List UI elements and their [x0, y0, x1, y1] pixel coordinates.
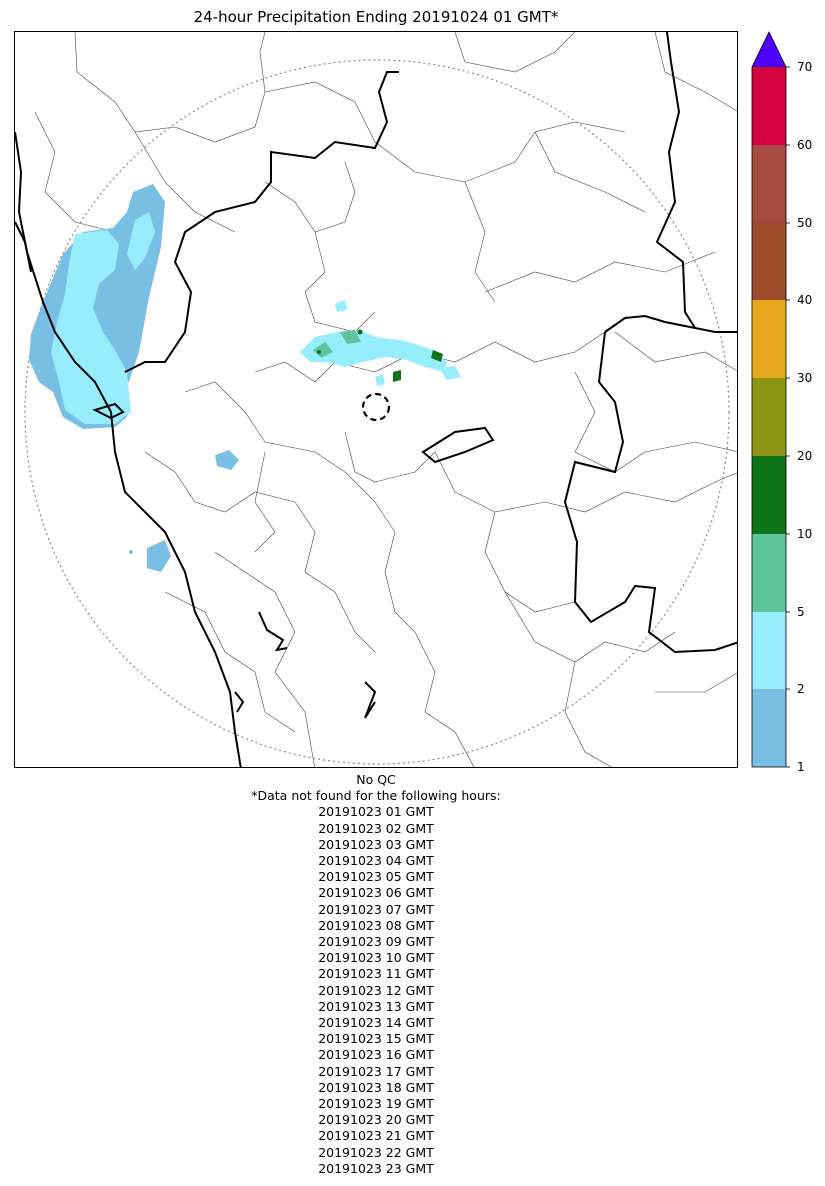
- missing-hour-item: 20191023 19 GMT: [318, 1096, 434, 1112]
- district-boundaries: [34, 32, 737, 767]
- colorbar-bin-40-50: [752, 223, 786, 300]
- colorbar-tick-70: 70: [797, 60, 813, 74]
- colorbar-bin-20-30: [752, 378, 786, 456]
- colorbar-tick-50: 50: [797, 216, 813, 230]
- colorbar-bin-30-40: [752, 300, 786, 378]
- colorbar-tick-1: 1: [797, 760, 805, 774]
- missing-hour-item: 20191023 22 GMT: [318, 1144, 434, 1160]
- colorbar-tick-5: 5: [797, 605, 805, 619]
- missing-hour-item: 20191023 09 GMT: [318, 934, 434, 950]
- colorbar-extend-triangle: [751, 31, 787, 68]
- missing-hour-item: 20191023 14 GMT: [318, 1015, 434, 1031]
- radar-range-ring: [24, 59, 730, 765]
- missing-hour-item: 20191023 17 GMT: [318, 1063, 434, 1079]
- missing-hour-item: 20191023 11 GMT: [318, 966, 434, 982]
- precipitation-areas: [29, 184, 461, 572]
- missing-hour-item: 20191023 15 GMT: [318, 1031, 434, 1047]
- colorbar-graphic: [751, 31, 790, 768]
- colorbar-tick-10: 10: [797, 527, 813, 541]
- missing-hour-item: 20191023 23 GMT: [318, 1160, 434, 1176]
- missing-hour-item: 20191023 03 GMT: [318, 836, 434, 852]
- missing-hours-list: 20191023 01 GMT 20191023 02 GMT 20191023 0…: [14, 804, 738, 1177]
- radar-site-marker: [361, 392, 391, 422]
- missing-hour-item: 20191023 07 GMT: [318, 901, 434, 917]
- missing-hour-item: 20191023 05 GMT: [318, 869, 434, 885]
- colorbar-tick-30: 30: [797, 371, 813, 385]
- colorbar-bin-2-5: [752, 612, 786, 689]
- state-boundaries: [15, 32, 737, 767]
- colorbar-bin-60-70: [752, 67, 786, 145]
- colorbar-tick-20: 20: [797, 449, 813, 463]
- colorbar-bin-10-20: [752, 456, 786, 534]
- missing-hour-item: 20191023 12 GMT: [318, 982, 434, 998]
- qc-note: No QC: [356, 772, 396, 787]
- map-panel: [14, 31, 738, 768]
- map-notes: No QC *Data not found for the following …: [14, 772, 738, 1177]
- colorbar-bin-50-60: [752, 145, 786, 223]
- colorbar-tick-60: 60: [797, 138, 813, 152]
- missing-hour-item: 20191023 02 GMT: [318, 820, 434, 836]
- missing-hour-item: 20191023 06 GMT: [318, 885, 434, 901]
- missing-hour-item: 20191023 18 GMT: [318, 1079, 434, 1095]
- missing-hour-item: 20191023 21 GMT: [318, 1128, 434, 1144]
- missing-hour-item: 20191023 20 GMT: [318, 1112, 434, 1128]
- missing-hour-item: 20191023 04 GMT: [318, 853, 434, 869]
- colorbar-bin-5-10: [752, 534, 786, 612]
- missing-hour-item: 20191023 01 GMT: [318, 804, 434, 820]
- precipitation-colorbar: 70 60 50 40 30 20 10 5 2 1: [751, 30, 825, 775]
- colorbar-tick-2: 2: [797, 682, 805, 696]
- missing-hour-item: 20191023 08 GMT: [318, 917, 434, 933]
- colorbar-bin-1-2: [752, 689, 786, 767]
- colorbar-tick-40: 40: [797, 293, 813, 307]
- map-title: 24-hour Precipitation Ending 20191024 01…: [193, 8, 559, 26]
- missing-hour-item: 20191023 13 GMT: [318, 998, 434, 1014]
- missing-hour-item: 20191023 10 GMT: [318, 950, 434, 966]
- missing-data-header: *Data not found for the following hours:: [251, 788, 501, 804]
- missing-hour-item: 20191023 16 GMT: [318, 1047, 434, 1063]
